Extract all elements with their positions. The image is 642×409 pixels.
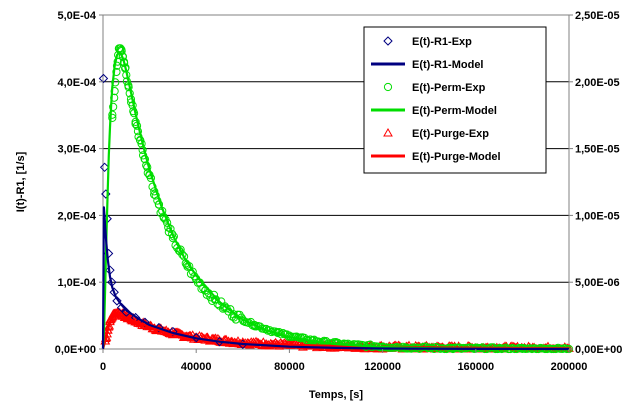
x-tick-label: 200000	[551, 361, 588, 373]
data-point	[188, 267, 197, 276]
x-tick-label: 40000	[181, 361, 212, 373]
legend-box	[363, 26, 547, 174]
x-tick-label: 80000	[274, 361, 305, 373]
data-point	[509, 342, 520, 351]
tick-labels: 0 40000 80000 120000 160000 200000 0,0E+00 1,0E…	[55, 10, 623, 373]
y-left-tick-label: 1,0E-04	[57, 277, 96, 289]
legend-label: E(t)-R1-Model	[412, 59, 484, 71]
data-point	[209, 290, 219, 299]
legend-label: E(t)-Purge-Exp	[412, 128, 489, 140]
y-right-tick-label: 5,00E-06	[575, 277, 620, 289]
y-right-tick-label: 1,00E-05	[575, 210, 620, 222]
y-axis-title: I(t)-R1, [1/s]	[15, 151, 27, 212]
y-right-tick-label: 2,00E-05	[575, 77, 620, 89]
x-tick-label: 160000	[457, 361, 494, 373]
legend-label: E(t)-Perm-Model	[412, 105, 497, 117]
data-point	[226, 305, 235, 314]
legend-item: E(t)-Purge-Exp	[383, 127, 489, 140]
legend-label: E(t)-Purge-Model	[412, 151, 501, 163]
data-point	[108, 113, 117, 122]
data-point	[98, 73, 109, 84]
legend-item: E(t)-Perm-Model	[371, 105, 497, 117]
legend-item: E(t)-Perm-Exp	[383, 82, 486, 94]
data-point	[109, 102, 118, 112]
legend-label: E(t)-Perm-Exp	[412, 82, 486, 94]
y-right-tick-label: 1,50E-05	[575, 144, 620, 156]
data-point	[176, 245, 185, 254]
y-left-tick-label: 3,0E-04	[57, 144, 96, 156]
data-point	[108, 110, 117, 119]
legend-item: E(t)-R1-Exp	[383, 36, 472, 48]
legend-label: E(t)-R1-Exp	[412, 36, 472, 48]
model-line	[101, 206, 570, 351]
data-point	[111, 78, 120, 87]
y-left-tick-label: 0,0E+00	[55, 344, 96, 356]
y-left-tick-label: 2,0E-04	[57, 210, 96, 222]
data-point	[166, 224, 175, 233]
data-point	[99, 162, 110, 173]
data-point	[168, 229, 177, 239]
data-point	[104, 321, 115, 330]
data-point	[142, 161, 151, 170]
legend-item: E(t)-Purge-Model	[371, 151, 501, 163]
legend-swatch-marker	[383, 127, 393, 137]
series-layer	[98, 44, 574, 354]
y-left-tick-label: 5,0E-04	[57, 10, 96, 22]
x-axis-title: Temps, [s]	[309, 389, 364, 401]
legend-swatch-marker	[383, 82, 393, 92]
y-left-tick-label: 4,0E-04	[57, 77, 96, 89]
y-right-tick-label: 2,50E-05	[575, 10, 620, 22]
data-point	[168, 326, 178, 337]
legend: E(t)-R1-Exp E(t)-R1-Model E(t)-Perm-Exp E(t…	[363, 26, 547, 174]
data-point	[116, 302, 127, 313]
data-point	[178, 250, 187, 259]
data-point	[113, 57, 122, 66]
series-e-t-perm-model	[101, 51, 570, 351]
y-right-tick-label: 0,00E+00	[575, 344, 622, 356]
data-point	[169, 232, 178, 241]
x-tick-label: 0	[100, 361, 106, 373]
model-line	[101, 51, 570, 351]
data-point	[211, 295, 220, 304]
series-e-t-r1-model	[101, 206, 570, 351]
data-point	[112, 67, 121, 77]
x-tick-label: 120000	[364, 361, 401, 373]
data-point	[109, 287, 119, 297]
legend-item: E(t)-R1-Model	[371, 59, 484, 71]
data-point	[112, 296, 122, 306]
data-point	[112, 61, 122, 70]
legend-swatch-marker	[383, 36, 393, 46]
data-point	[131, 119, 140, 129]
data-point	[191, 332, 201, 343]
